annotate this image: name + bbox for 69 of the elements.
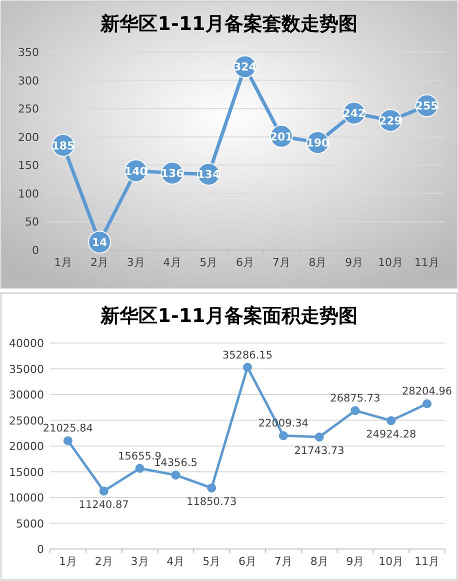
data-label: 11850.73 [186, 496, 237, 508]
data-label: 229 [378, 114, 402, 128]
point [350, 406, 360, 416]
x-tick-label: 7月 [274, 555, 292, 568]
y-tick-label: 250 [18, 102, 39, 116]
y-tick-label: 300 [18, 74, 39, 88]
y-tick-label: 10000 [9, 492, 44, 504]
x-tick-label: 6月 [236, 256, 254, 269]
x-tick-label: 9月 [346, 555, 364, 568]
y-tick-label: 150 [18, 159, 39, 172]
point [243, 362, 252, 372]
data-label: 21025.84 [42, 422, 94, 435]
x-tick-label: 4月 [166, 555, 185, 568]
point [422, 399, 432, 408]
data-label: 21743.73 [294, 445, 344, 458]
point [207, 483, 216, 492]
chart-title: 新华区1-11月备案面积走势图 [100, 305, 358, 327]
x-tick-label: 3月 [130, 555, 149, 568]
data-label: 136 [160, 167, 184, 180]
data-label: 242 [342, 107, 366, 120]
data-label: 24924.28 [366, 428, 416, 441]
x-tick-label: 11月 [414, 555, 440, 568]
y-tick-label: 0 [37, 543, 44, 556]
x-tick-label: 2月 [90, 256, 109, 269]
x-tick-label: 8月 [308, 256, 327, 269]
x-tick-label: 2月 [94, 555, 113, 568]
y-tick-label: 100 [18, 187, 39, 200]
data-label: 324 [234, 60, 257, 74]
x-tick-label: 5月 [200, 256, 218, 269]
x-tick-label: 1月 [58, 555, 77, 568]
data-label: 35286.15 [222, 349, 273, 362]
x-tick-label: 4月 [163, 256, 182, 269]
point [278, 431, 288, 440]
y-tick-label: 0 [32, 244, 39, 257]
y-tick-label: 50 [25, 216, 39, 229]
point [314, 432, 324, 442]
chart-title: 新华区1-11月备案套数走势图 [100, 13, 358, 35]
x-tick-label: 5月 [202, 555, 221, 568]
point [99, 486, 108, 496]
data-label: 140 [124, 164, 148, 178]
x-tick-label: 11月 [414, 256, 440, 269]
x-tick-label: 6月 [238, 555, 256, 568]
y-tick-label: 30000 [9, 388, 44, 402]
x-tick-label: 8月 [310, 555, 328, 568]
point [63, 436, 72, 446]
x-tick-label: 10月 [378, 555, 404, 568]
y-tick-label: 15000 [9, 466, 44, 479]
data-label: 255 [415, 100, 438, 113]
data-label: 201 [270, 130, 293, 144]
data-label: 28204.96 [402, 386, 452, 398]
y-tick-label: 350 [18, 46, 39, 59]
x-tick-label: 7月 [272, 256, 290, 269]
data-label: 14356.5 [154, 457, 198, 470]
point [171, 470, 180, 480]
x-tick-label: 9月 [345, 256, 364, 269]
point [386, 416, 396, 426]
x-tick-label: 3月 [126, 256, 145, 269]
y-tick-label: 25000 [9, 414, 44, 428]
data-label: 11240.87 [78, 499, 129, 512]
y-tick-label: 20000 [9, 440, 44, 453]
x-tick-label: 1月 [54, 256, 72, 269]
y-tick-label: 5000 [16, 517, 44, 530]
point [135, 464, 144, 473]
data-label: 26875.73 [330, 392, 380, 405]
data-label: 14 [92, 236, 108, 250]
y-tick-label: 35000 [9, 362, 44, 376]
y-tick-label: 40000 [9, 337, 44, 350]
x-tick-label: 10月 [378, 256, 403, 269]
y-tick-label: 200 [18, 130, 39, 144]
